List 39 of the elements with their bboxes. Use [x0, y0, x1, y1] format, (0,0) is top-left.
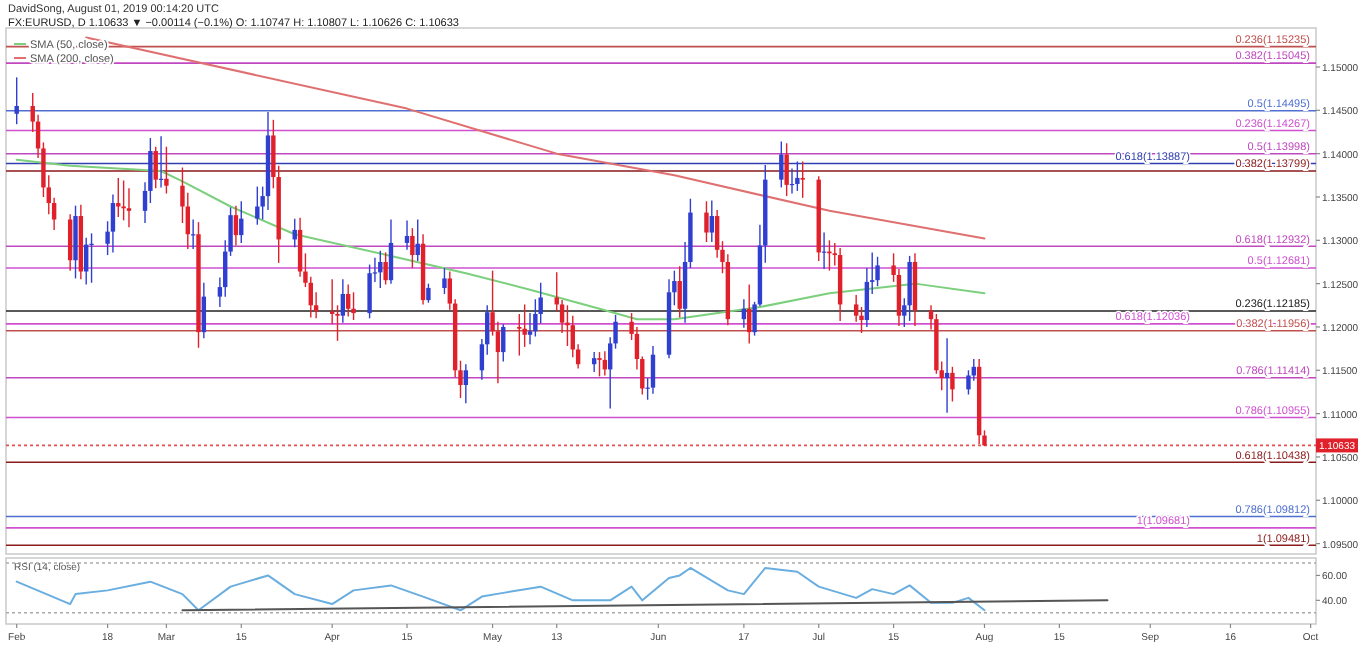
candlestick	[255, 185, 260, 226]
candlestick	[800, 160, 805, 199]
candlestick	[597, 351, 602, 378]
candlestick	[795, 160, 800, 192]
candlestick	[404, 219, 410, 251]
candlestick	[340, 278, 346, 324]
candlestick	[351, 291, 356, 321]
candlestick	[650, 345, 656, 395]
candlestick	[784, 142, 789, 197]
candlestick	[14, 76, 19, 125]
candlestick	[950, 366, 955, 403]
candlestick	[410, 227, 415, 269]
candlestick	[709, 199, 714, 243]
candlestick	[201, 282, 207, 339]
candlestick	[116, 177, 121, 218]
candlestick	[388, 218, 394, 285]
candlestick	[875, 256, 880, 287]
candlestick	[704, 200, 709, 243]
candlestick	[110, 193, 116, 254]
candlestick	[233, 204, 239, 247]
candlestick	[383, 251, 388, 286]
candlestick	[367, 263, 372, 319]
line-series	[15, 158, 986, 321]
candlestick	[501, 323, 506, 363]
candlestick	[463, 363, 469, 404]
candlestick	[164, 146, 169, 195]
candlestick	[126, 187, 132, 229]
line-series	[15, 566, 986, 612]
candlestick	[73, 204, 78, 280]
candlestick	[677, 265, 682, 319]
candlestick	[346, 283, 351, 318]
candlestick	[442, 267, 447, 295]
candlestick	[907, 255, 912, 322]
candlestick	[426, 282, 431, 304]
candlestick	[522, 303, 527, 348]
candlestick	[779, 140, 784, 189]
candlestick	[153, 146, 158, 190]
candlestick	[84, 237, 89, 286]
candlestick	[89, 232, 94, 284]
